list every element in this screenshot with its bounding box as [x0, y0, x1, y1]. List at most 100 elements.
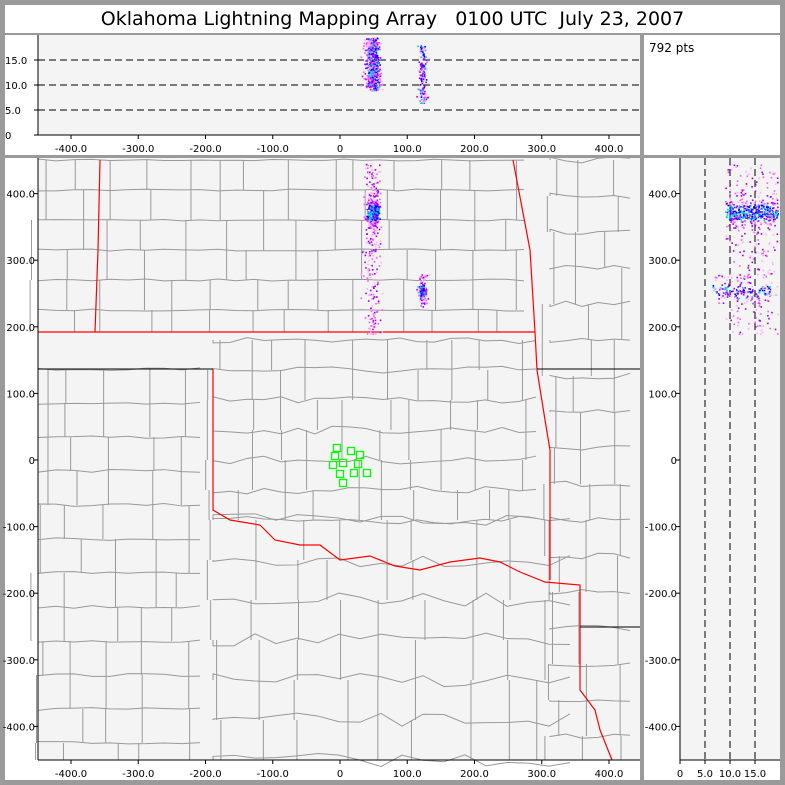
lightning-source-point — [766, 207, 769, 210]
lightning-source-point — [367, 185, 369, 188]
lightning-source-point — [737, 216, 739, 219]
lightning-source-point — [423, 86, 426, 89]
lightning-source-point — [767, 290, 770, 293]
lightning-source-point — [371, 211, 374, 214]
lightning-source-point — [766, 202, 769, 205]
lightning-source-point — [365, 229, 368, 231]
lightning-source-point — [762, 325, 765, 327]
lightning-source-point — [728, 237, 730, 240]
lightning-source-point — [753, 202, 756, 204]
lightning-source-point — [371, 45, 374, 48]
lightning-source-point — [377, 72, 379, 74]
lightning-source-point — [377, 300, 380, 303]
lightning-source-point — [752, 208, 754, 211]
lightning-source-point — [758, 206, 761, 208]
lightning-source-point — [752, 258, 755, 260]
lightning-source-point — [368, 74, 370, 76]
lightning-source-point — [761, 331, 764, 334]
y-tick-label: 0 — [5, 131, 11, 142]
lightning-source-point — [370, 55, 372, 57]
lightning-source-point — [375, 218, 378, 220]
lightning-source-point — [362, 47, 365, 50]
lightning-source-point — [377, 232, 379, 235]
lightning-source-point — [374, 84, 377, 87]
county-boundary — [212, 673, 571, 688]
lightning-source-point — [369, 318, 372, 320]
lightning-source-point — [372, 68, 374, 71]
lightning-source-point — [736, 191, 739, 194]
lightning-source-point — [371, 273, 374, 276]
lightning-source-point — [364, 254, 367, 257]
lightning-source-point — [764, 299, 767, 302]
x-tick-label: -300.0 — [122, 144, 154, 155]
lightning-source-point — [729, 163, 731, 166]
lightning-source-point — [730, 207, 733, 210]
lightning-source-point — [740, 216, 743, 219]
lightning-source-point — [736, 184, 738, 187]
county-boundary — [37, 639, 201, 643]
lightning-source-point — [769, 207, 771, 210]
lightning-source-point — [368, 193, 371, 195]
lightning-source-point — [380, 43, 382, 45]
lightning-source-point — [743, 278, 746, 280]
lightning-source-point — [767, 227, 770, 229]
lightning-source-point — [378, 217, 380, 219]
lightning-source-point — [376, 54, 379, 57]
lightning-source-point — [757, 220, 760, 222]
lightning-source-point — [367, 270, 370, 273]
lightning-source-point — [763, 289, 766, 292]
lightning-source-point — [371, 285, 374, 288]
lightning-source-point — [766, 182, 769, 184]
lightning-source-point — [378, 212, 380, 215]
lightning-source-point — [372, 223, 375, 226]
lightning-source-point — [423, 98, 426, 101]
lightning-source-point — [366, 208, 369, 211]
lightning-source-point — [777, 206, 779, 209]
lightning-source-point — [372, 297, 375, 300]
lightning-source-point — [424, 279, 426, 281]
lightning-source-point — [422, 78, 425, 81]
lightning-source-point — [379, 57, 382, 59]
lightning-source-point — [375, 241, 378, 244]
lightning-source-point — [765, 214, 768, 216]
lightning-source-point — [748, 209, 750, 211]
lightning-source-point — [370, 191, 372, 194]
lightning-source-point — [754, 245, 757, 248]
lightning-source-point — [743, 277, 745, 280]
lightning-source-point — [740, 209, 742, 212]
lightning-source-point — [741, 211, 744, 214]
lightning-source-point — [377, 81, 380, 84]
lightning-source-point — [364, 317, 367, 319]
lightning-source-point — [751, 225, 753, 228]
lightning-source-point — [365, 43, 368, 46]
county-boundary — [37, 537, 201, 541]
lightning-source-point — [372, 249, 375, 251]
lightning-source-point — [422, 50, 425, 53]
county-boundary — [212, 592, 571, 607]
lightning-source-point — [376, 79, 379, 82]
lightning-source-point — [758, 305, 761, 307]
lightning-source-point — [375, 225, 377, 228]
lightning-source-point — [366, 288, 368, 290]
lightning-source-point — [375, 39, 377, 42]
lightning-source-point — [746, 295, 749, 298]
lightning-source-point — [766, 213, 769, 215]
lightning-source-point — [372, 55, 375, 58]
y-tick-label: 10.0 — [5, 81, 27, 92]
lightning-source-point — [370, 63, 372, 65]
lightning-source-point — [729, 188, 732, 191]
lightning-source-point — [426, 302, 428, 305]
x-tick-label: 100.0 — [393, 769, 422, 780]
lightning-source-point — [372, 41, 375, 44]
lightning-source-point — [378, 218, 381, 220]
lightning-source-point — [370, 72, 372, 75]
lightning-source-point — [751, 291, 753, 294]
lightning-source-point — [732, 290, 734, 293]
lightning-source-point — [373, 282, 376, 284]
lightning-source-point — [364, 193, 366, 195]
lightning-source-point — [756, 205, 758, 207]
lightning-source-point — [375, 53, 378, 55]
lightning-source-point — [422, 306, 425, 308]
lightning-source-point — [737, 229, 740, 232]
lightning-source-point — [745, 297, 748, 299]
